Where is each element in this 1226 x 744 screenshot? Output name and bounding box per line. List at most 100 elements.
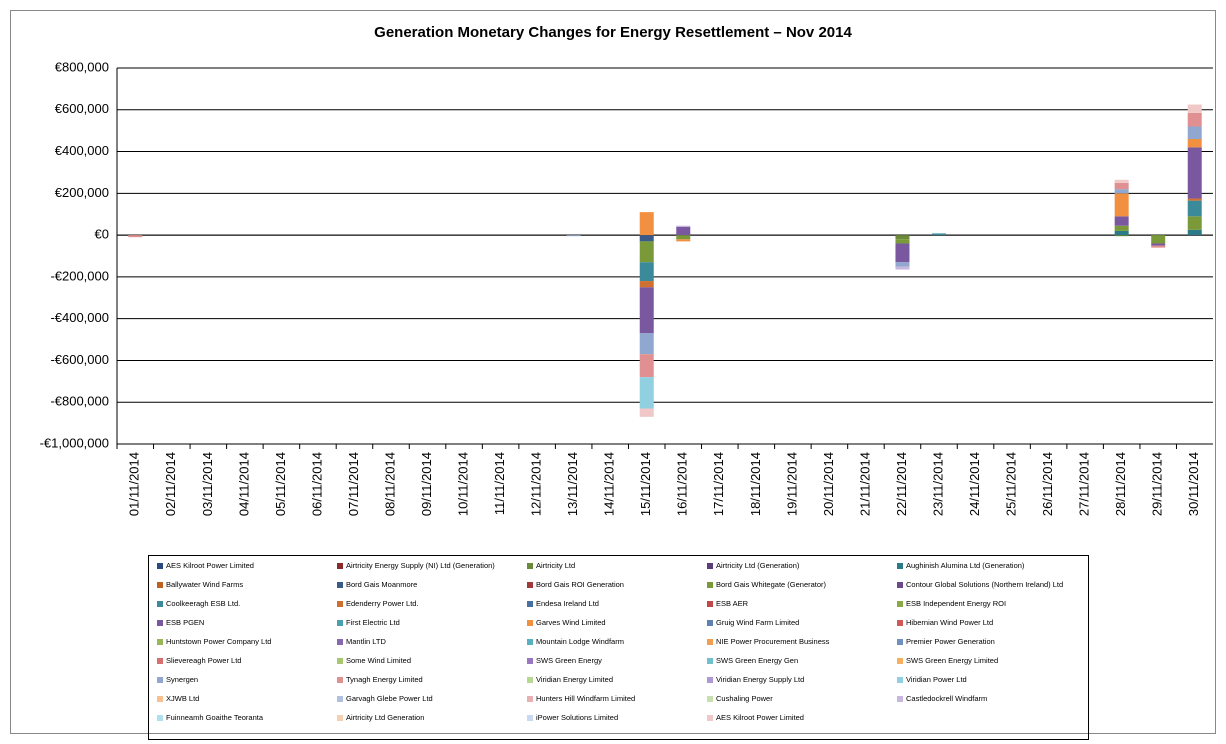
- legend-swatch: [337, 677, 343, 683]
- legend-label: Slievereagh Power Ltd: [166, 656, 241, 665]
- legend-label: Viridian Power Ltd: [906, 675, 967, 684]
- bar-segment: [1187, 126, 1202, 140]
- bar-segment: [1114, 230, 1129, 236]
- legend-swatch: [527, 658, 533, 664]
- x-tick-label: 17/11/2014: [711, 452, 726, 516]
- bar-segment: [128, 235, 143, 238]
- legend-label: Contour Global Solutions (Northern Irela…: [906, 580, 1063, 589]
- legend-swatch: [157, 563, 163, 569]
- x-tick-label: 11/11/2014: [492, 452, 507, 515]
- legend-swatch: [157, 601, 163, 607]
- x-tick-label: 09/11/2014: [419, 452, 434, 516]
- bar-segment: [566, 235, 581, 237]
- x-tick-label: 14/11/2014: [602, 452, 617, 516]
- legend-label: AES Kilroot Power Limited: [166, 561, 254, 570]
- bar-segment: [639, 408, 654, 417]
- y-tick-label: €400,000: [55, 143, 109, 158]
- legend-label: Airtricity Ltd (Generation): [716, 561, 800, 570]
- legend-swatch: [337, 658, 343, 664]
- x-tick-label: 28/11/2014: [1113, 452, 1128, 516]
- chart-border: [10, 10, 1216, 734]
- legend-swatch: [157, 620, 163, 626]
- legend-swatch: [527, 620, 533, 626]
- legend-label: SWS Green Energy Limited: [906, 656, 998, 665]
- legend-swatch: [897, 582, 903, 588]
- legend-label: iPower Solutions Limited: [536, 713, 618, 722]
- bar-segment: [676, 235, 691, 240]
- bar-segment: [639, 281, 654, 288]
- legend-swatch: [527, 601, 533, 607]
- x-tick-label: 05/11/2014: [273, 452, 288, 516]
- bar-segment: [1114, 182, 1129, 190]
- x-tick-label: 19/11/2014: [784, 452, 799, 516]
- x-tick-label: 26/11/2014: [1040, 452, 1055, 516]
- legend-swatch: [527, 582, 533, 588]
- x-tick-label: 02/11/2014: [163, 452, 178, 516]
- legend-swatch: [157, 715, 163, 721]
- legend-swatch: [897, 677, 903, 683]
- bar-segment: [676, 226, 691, 236]
- bar-segment: [895, 266, 910, 270]
- x-tick-label: 20/11/2014: [821, 452, 836, 516]
- bar-segment: [895, 243, 910, 263]
- legend-swatch: [527, 563, 533, 569]
- bar-segment: [639, 212, 654, 236]
- bar-segment: [639, 287, 654, 334]
- legend-label: SWS Green Energy Gen: [716, 656, 798, 665]
- legend-swatch: [337, 696, 343, 702]
- bar-segment: [639, 354, 654, 378]
- legend-swatch: [707, 620, 713, 626]
- x-tick-label: 18/11/2014: [748, 452, 763, 516]
- x-tick-label: 25/11/2014: [1004, 452, 1019, 516]
- y-tick-label: -€600,000: [50, 352, 109, 367]
- legend-swatch: [337, 715, 343, 721]
- legend-label: Aughinish Alumina Ltd (Generation): [906, 561, 1025, 570]
- legend-swatch: [707, 639, 713, 645]
- legend-label: ESB AER: [716, 599, 749, 608]
- x-tick-label: 16/11/2014: [675, 452, 690, 516]
- legend-label: XJWB Ltd: [166, 694, 199, 703]
- legend-swatch: [337, 563, 343, 569]
- legend-swatch: [157, 696, 163, 702]
- bar-segment: [1114, 225, 1129, 231]
- legend-label: AES Kilroot Power Limited: [716, 713, 804, 722]
- legend-label: Endesa Ireland Ltd: [536, 599, 599, 608]
- legend-swatch: [337, 639, 343, 645]
- bar-segment: [1187, 216, 1202, 230]
- x-tick-label: 03/11/2014: [200, 452, 215, 516]
- legend-swatch: [157, 677, 163, 683]
- legend-label: Bord Gais ROI Generation: [536, 580, 624, 589]
- x-tick-label: 13/11/2014: [565, 452, 580, 516]
- bar-segment: [639, 333, 654, 355]
- legend-label: Bord Gais Moanmore: [346, 580, 417, 589]
- legend-label: Hunters Hill Windfarm Limited: [536, 694, 635, 703]
- y-tick-label: €0: [95, 227, 109, 242]
- legend-label: Hibernian Wind Power Ltd: [906, 618, 993, 627]
- y-tick-label: -€200,000: [50, 268, 109, 283]
- legend-label: Castledockrell Windfarm: [906, 694, 987, 703]
- legend-label: NIE Power Procurement Business: [716, 637, 830, 646]
- legend-label: Ballywater Wind Farms: [166, 580, 243, 589]
- legend-swatch: [707, 601, 713, 607]
- legend-swatch: [707, 715, 713, 721]
- legend-label: Fuinneamh Goaithe Teoranta: [166, 713, 264, 722]
- x-tick-label: 27/11/2014: [1077, 452, 1092, 516]
- legend-label: Premier Power Generation: [906, 637, 995, 646]
- legend-label: Viridian Energy Supply Ltd: [716, 675, 804, 684]
- legend-label: Synergen: [166, 675, 198, 684]
- x-tick-label: 29/11/2014: [1150, 452, 1165, 516]
- legend-swatch: [707, 677, 713, 683]
- legend-label: Gruig Wind Farm Limited: [716, 618, 799, 627]
- x-tick-label: 04/11/2014: [236, 452, 251, 516]
- bar-segment: [1187, 112, 1202, 127]
- legend-box: [148, 555, 1089, 740]
- y-tick-label: €800,000: [55, 59, 109, 74]
- legend-label: Mountain Lodge Windfarm: [536, 637, 624, 646]
- x-tick-label: 08/11/2014: [382, 452, 397, 516]
- legend-swatch: [707, 563, 713, 569]
- legend-swatch: [897, 658, 903, 664]
- x-tick-label: 07/11/2014: [346, 452, 361, 516]
- legend-label: SWS Green Energy: [536, 656, 602, 665]
- legend-label: ESB Independent Energy ROI: [906, 599, 1006, 608]
- legend-swatch: [157, 639, 163, 645]
